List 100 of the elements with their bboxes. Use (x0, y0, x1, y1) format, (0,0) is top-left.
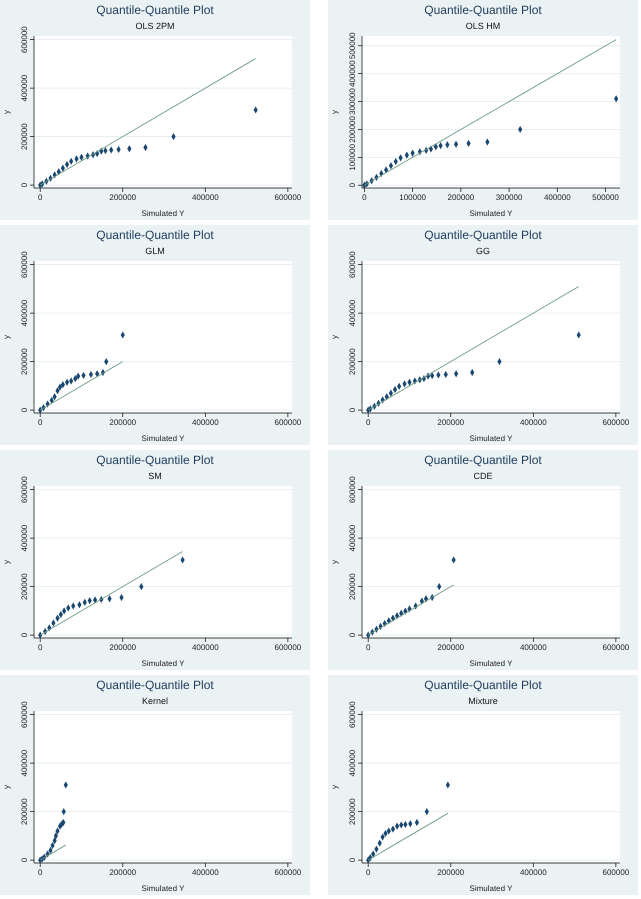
x-axis-title: Simulated Y (470, 659, 514, 668)
y-tick-label: 200000 (20, 348, 29, 375)
y-tick-label: 600000 (348, 700, 357, 728)
x-tick-label: 400000 (520, 868, 548, 877)
x-tick-label: 200000 (437, 418, 465, 427)
y-tick-label: 200000 (20, 798, 29, 825)
y-tick-label: 0 (348, 182, 357, 188)
x-axis-title: Simulated Y (142, 434, 186, 443)
x-tick-label: 500000 (592, 193, 620, 202)
x-tick-label: 600000 (274, 193, 302, 202)
x-tick-label: 200000 (448, 193, 475, 202)
y-tick-label: 300000 (348, 88, 357, 115)
chart-subtitle: OLS HM (466, 21, 500, 31)
x-tick-label: 0 (362, 193, 368, 202)
y-tick-label: 400000 (348, 299, 357, 326)
y-tick-label: 200000 (20, 572, 29, 600)
chart-subtitle: CDE (473, 471, 493, 481)
y-axis-title: y (2, 110, 11, 114)
y-axis-title: y (330, 560, 339, 564)
y-tick-label: 0 (20, 407, 29, 412)
y-tick-label: 600000 (348, 250, 357, 278)
x-tick-label: 200000 (437, 643, 465, 652)
y-tick-label: 0 (20, 857, 29, 862)
y-tick-label: 400000 (348, 60, 357, 88)
x-axis-title: Simulated Y (142, 209, 186, 218)
y-tick-label: 200000 (348, 116, 357, 143)
y-tick-label: 400000 (348, 524, 357, 552)
x-tick-label: 100000 (399, 193, 427, 202)
y-axis-title: y (2, 335, 11, 339)
chart-title: Quantile-Quantile Plot (96, 3, 214, 17)
y-tick-label: 200000 (348, 348, 357, 375)
y-tick-label: 600000 (348, 476, 357, 503)
x-tick-label: 200000 (109, 193, 137, 202)
y-tick-label: 400000 (20, 749, 29, 776)
y-tick-label: 0 (348, 632, 357, 638)
chart-subtitle: OLS 2PM (135, 21, 175, 31)
y-axis-title: y (330, 335, 339, 339)
x-tick-label: 0 (366, 643, 371, 652)
y-tick-label: 500000 (348, 32, 357, 60)
x-tick-label: 600000 (602, 418, 630, 427)
x-tick-label: 400000 (192, 868, 220, 877)
y-tick-label: 100000 (348, 143, 357, 171)
y-tick-label: 600000 (20, 476, 29, 503)
x-tick-label: 600000 (274, 868, 302, 877)
chart-subtitle: Kernel (142, 696, 168, 706)
y-tick-label: 0 (20, 182, 29, 188)
y-tick-label: 200000 (20, 122, 29, 150)
y-axis-title: y (330, 110, 339, 114)
chart-title: Quantile-Quantile Plot (96, 678, 214, 692)
y-axis-title: y (2, 785, 11, 789)
chart-subtitle: SM (148, 471, 162, 481)
x-tick-label: 600000 (274, 418, 302, 427)
chart-subtitle: Mixture (468, 696, 498, 706)
x-axis-title: Simulated Y (470, 884, 514, 893)
x-tick-label: 0 (366, 418, 371, 427)
x-tick-label: 0 (38, 418, 43, 427)
chart-title: Quantile-Quantile Plot (96, 228, 214, 242)
y-tick-label: 600000 (20, 250, 29, 278)
x-tick-label: 400000 (192, 418, 220, 427)
y-tick-label: 0 (348, 407, 357, 412)
y-tick-label: 400000 (348, 749, 357, 776)
y-tick-label: 200000 (348, 572, 357, 600)
x-tick-label: 600000 (274, 643, 302, 652)
x-axis-title: Simulated Y (142, 659, 186, 668)
y-tick-label: 0 (348, 857, 357, 862)
chart-title: Quantile-Quantile Plot (424, 3, 542, 17)
y-tick-label: 400000 (20, 524, 29, 552)
x-tick-label: 400000 (544, 193, 572, 202)
chart-title: Quantile-Quantile Plot (424, 228, 542, 242)
chart-title: Quantile-Quantile Plot (424, 453, 542, 467)
x-tick-label: 400000 (520, 643, 548, 652)
y-tick-label: 600000 (20, 26, 29, 53)
x-tick-label: 200000 (437, 868, 465, 877)
chart-subtitle: GLM (145, 246, 165, 256)
y-tick-label: 600000 (20, 700, 29, 728)
chart-title: Quantile-Quantile Plot (96, 453, 214, 467)
x-axis-title: Simulated Y (470, 209, 514, 218)
chart-title: Quantile-Quantile Plot (424, 678, 542, 692)
y-axis-title: y (2, 560, 11, 564)
y-tick-label: 200000 (348, 798, 357, 825)
y-tick-label: 0 (20, 632, 29, 638)
x-tick-label: 0 (38, 643, 43, 652)
y-axis-title: y (330, 785, 339, 789)
x-tick-label: 0 (366, 868, 371, 877)
x-axis-title: Simulated Y (142, 884, 186, 893)
x-tick-label: 300000 (496, 193, 523, 202)
x-tick-label: 0 (38, 868, 43, 877)
chart-subtitle: GG (476, 246, 490, 256)
x-tick-label: 400000 (192, 193, 220, 202)
y-tick-label: 400000 (20, 74, 29, 102)
x-tick-label: 400000 (192, 643, 220, 652)
x-tick-label: 200000 (109, 418, 137, 427)
x-tick-label: 0 (38, 193, 43, 202)
x-tick-label: 600000 (602, 868, 630, 877)
y-tick-label: 400000 (20, 299, 29, 326)
x-tick-label: 200000 (109, 868, 137, 877)
x-tick-label: 200000 (109, 643, 137, 652)
x-tick-label: 400000 (520, 418, 548, 427)
x-axis-title: Simulated Y (470, 434, 514, 443)
x-tick-label: 600000 (602, 643, 630, 652)
